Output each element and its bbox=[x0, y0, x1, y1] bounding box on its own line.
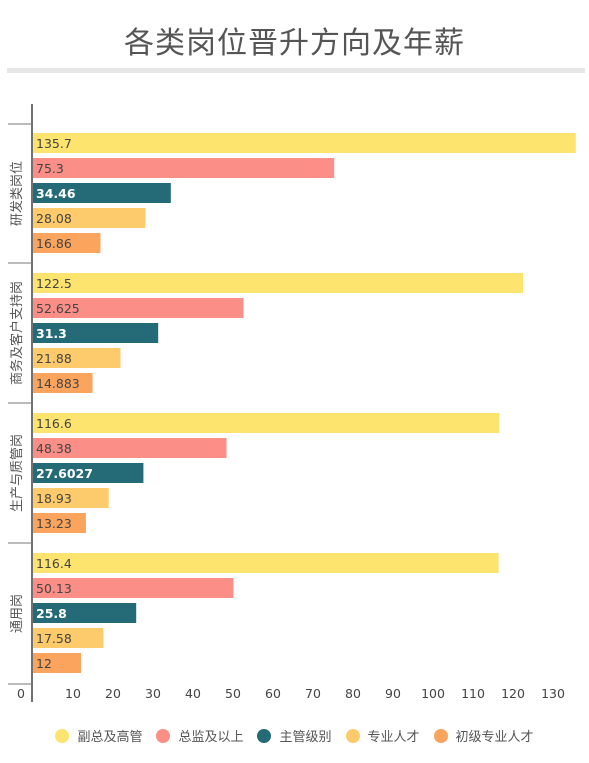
bar bbox=[33, 133, 576, 153]
bar-value-label: 14.883 bbox=[36, 376, 80, 391]
bar bbox=[33, 628, 104, 648]
legend-swatch bbox=[156, 728, 171, 743]
bar bbox=[33, 653, 81, 673]
x-tick-label: 40 bbox=[185, 686, 201, 701]
x-tick-label: 130 bbox=[541, 686, 565, 701]
bar bbox=[33, 233, 101, 253]
x-tick-label: 60 bbox=[265, 686, 281, 701]
legend-swatch bbox=[433, 728, 448, 743]
bar bbox=[33, 373, 93, 393]
bar-value-label: 75.3 bbox=[36, 161, 64, 176]
legend-label: 专业人才 bbox=[367, 730, 420, 745]
legend-swatch bbox=[345, 728, 360, 743]
bar-value-label: 122.5 bbox=[36, 276, 72, 291]
bar-value-label: 21.88 bbox=[36, 351, 72, 366]
legend-label: 总监及以上 bbox=[178, 730, 244, 745]
x-tick-label: 90 bbox=[385, 686, 401, 701]
bar-value-label: 25.8 bbox=[36, 606, 67, 621]
bar-value-label: 135.7 bbox=[36, 136, 72, 151]
bar bbox=[33, 158, 335, 178]
bar-value-label: 12 bbox=[36, 656, 52, 671]
bar-value-label: 27.6027 bbox=[36, 466, 93, 481]
x-tick-label: 30 bbox=[145, 686, 161, 701]
legend-swatch bbox=[257, 728, 272, 743]
bar-value-label: 17.58 bbox=[36, 631, 72, 646]
bar-value-label: 52.625 bbox=[36, 301, 80, 316]
bar-chart: 135.7 75.3 34.46 28.08 16.86 研发类岗位 122.5 52.625… bbox=[8, 104, 576, 702]
x-tick-label: 80 bbox=[345, 686, 361, 701]
x-tick-label: 50 bbox=[225, 686, 241, 701]
bar-value-label: 13.23 bbox=[36, 516, 72, 531]
bar bbox=[33, 298, 244, 318]
bar bbox=[33, 348, 121, 368]
bar-value-label: 48.38 bbox=[36, 441, 72, 456]
legend-swatch bbox=[55, 728, 70, 743]
category-label: 通用岗 bbox=[10, 594, 25, 633]
x-tick-label: 10 bbox=[65, 686, 81, 701]
legend-label: 主管级别 bbox=[279, 730, 332, 745]
bar bbox=[33, 323, 159, 343]
bar-value-label: 116.4 bbox=[36, 556, 72, 571]
x-tick-label: 20 bbox=[105, 686, 121, 701]
bar bbox=[33, 208, 146, 228]
bar-value-label: 116.6 bbox=[36, 416, 72, 431]
chart-legend: 副总及高管 总监及以上 主管级别 专业人才 初级专业人才 bbox=[0, 726, 589, 745]
bar-value-label: 31.3 bbox=[36, 326, 67, 341]
legend-label: 副总及高管 bbox=[77, 730, 143, 745]
bar bbox=[33, 488, 109, 508]
bar-value-label: 34.46 bbox=[36, 186, 76, 201]
bar-value-label: 28.08 bbox=[36, 211, 72, 226]
bar bbox=[33, 463, 144, 483]
bar bbox=[33, 273, 523, 293]
bar bbox=[33, 183, 171, 203]
chart-title: 各类岗位晋升方向及年薪 bbox=[124, 26, 465, 61]
category-label: 研发类岗位 bbox=[9, 161, 25, 226]
bar bbox=[33, 578, 234, 598]
bar-value-label: 50.13 bbox=[36, 581, 72, 596]
title-divider bbox=[7, 68, 585, 73]
legend-item: 副总及高管 bbox=[55, 726, 142, 745]
legend-item: 总监及以上 bbox=[156, 726, 243, 745]
bar bbox=[33, 413, 500, 433]
x-tick-label: 100 bbox=[421, 686, 445, 701]
legend-item: 初级专业人才 bbox=[433, 726, 534, 745]
bar bbox=[33, 603, 137, 623]
legend-label: 初级专业人才 bbox=[455, 730, 534, 745]
x-tick-label: 70 bbox=[305, 686, 321, 701]
bar bbox=[33, 438, 227, 458]
bar bbox=[33, 513, 86, 533]
bar-value-label: 18.93 bbox=[36, 491, 72, 506]
category-label: 商务及客户支持岗 bbox=[9, 281, 25, 385]
legend-item: 主管级别 bbox=[257, 726, 332, 745]
legend-item: 专业人才 bbox=[345, 726, 420, 745]
bar bbox=[33, 553, 499, 573]
category-label: 生产与质管岗 bbox=[10, 434, 25, 512]
bar-value-label: 16.86 bbox=[36, 236, 72, 251]
x-tick-label: 0 bbox=[17, 686, 25, 701]
x-tick-label: 120 bbox=[501, 686, 525, 701]
x-tick-label: 110 bbox=[461, 686, 485, 701]
